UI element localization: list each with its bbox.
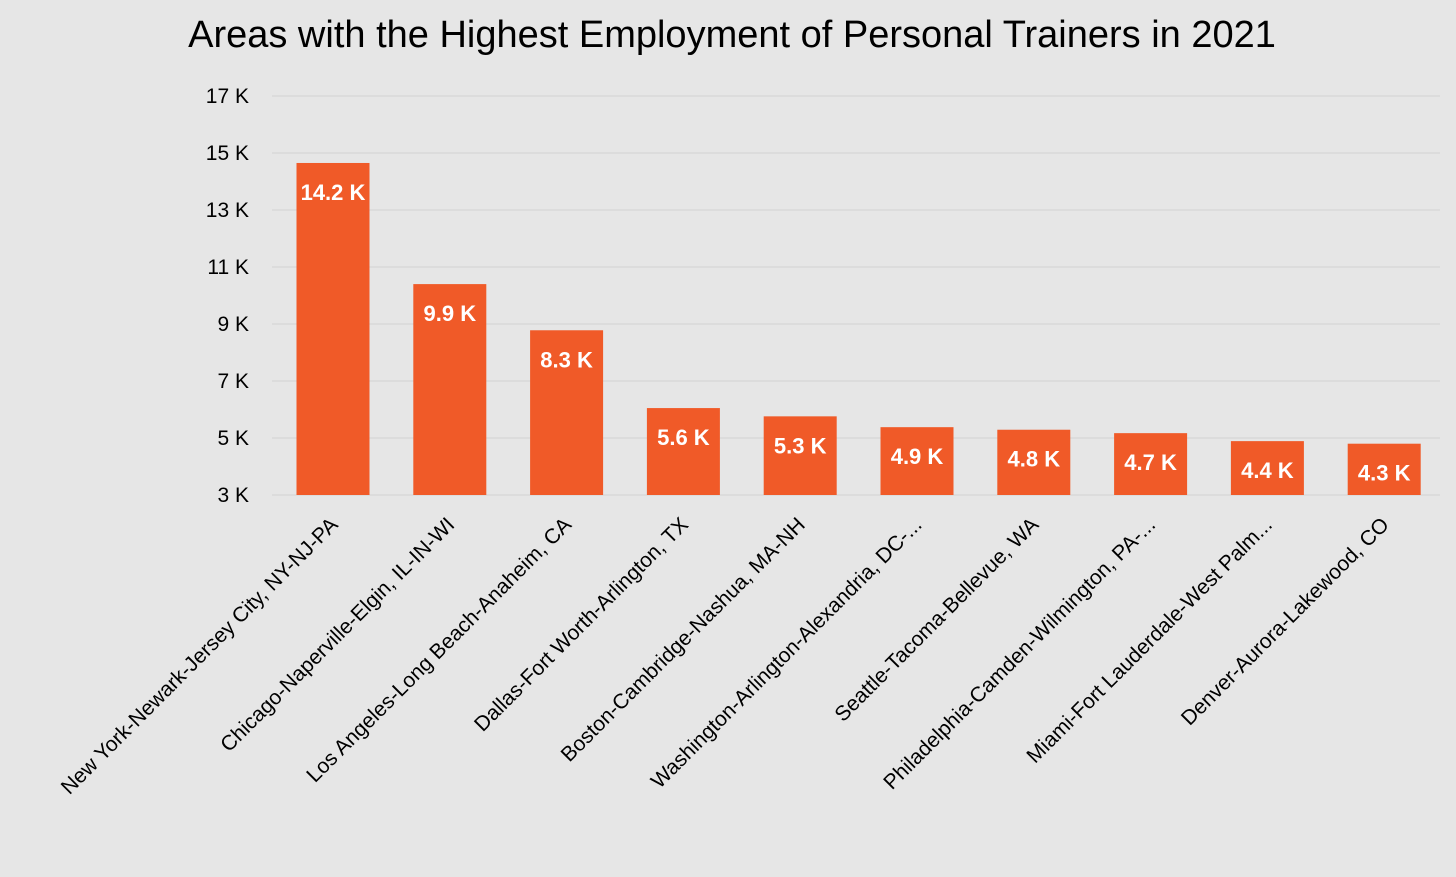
bar bbox=[997, 429, 1071, 495]
data-label: 4.4 K bbox=[1241, 458, 1294, 483]
y-tick-label: 11 K bbox=[207, 256, 249, 279]
bar bbox=[296, 162, 370, 495]
x-tick-label: Chicago-Naperville-Elgin, IL-IN-WI bbox=[216, 513, 459, 756]
y-axis-ticks: 3 K 5 K 7 K 9 K 11 K 13 K 15 K 17 K bbox=[206, 85, 249, 507]
bars bbox=[296, 162, 1421, 495]
y-tick-label: 15 K bbox=[206, 142, 249, 165]
x-tick-label: Dallas-Fort Worth-Arlington, TX bbox=[470, 513, 693, 736]
x-tick-label: Philadelphia-Camden-Wilmington, PA-... bbox=[879, 513, 1160, 794]
chart-title: Areas with the Highest Employment of Per… bbox=[188, 14, 1276, 56]
x-tick-label: Miami-Fort Lauderdale-West Palm... bbox=[1022, 513, 1276, 767]
data-label: 5.3 K bbox=[774, 433, 827, 458]
y-tick-label: 17 K bbox=[206, 85, 249, 108]
x-tick-label: Denver-Aurora-Lakewood, CO bbox=[1177, 513, 1394, 730]
data-label: 4.3 K bbox=[1358, 461, 1411, 486]
bar bbox=[1230, 441, 1304, 495]
bar bbox=[530, 330, 604, 495]
x-tick-label: Los Angeles-Long Beach-Anaheim, CA bbox=[302, 513, 576, 787]
x-axis-ticks: New York-Newark-Jersey City, NY-NJ-PAChi… bbox=[57, 513, 1394, 799]
data-label: 14.2 K bbox=[301, 180, 366, 205]
bar bbox=[763, 416, 837, 495]
bar bbox=[1347, 443, 1421, 495]
y-tick-label: 13 K bbox=[206, 199, 249, 222]
y-tick-label: 5 K bbox=[217, 427, 249, 450]
data-labels: 14.2 K 9.9 K 8.3 K 5.6 K 5.3 K 4.9 K 4.8 K 4.7 … bbox=[301, 180, 1411, 486]
data-label: 9.9 K bbox=[424, 301, 477, 326]
y-tick-label: 7 K bbox=[217, 370, 249, 393]
y-tick-label: 3 K bbox=[217, 484, 249, 507]
x-tick-label: Boston-Cambridge-Nashua, MA-NH bbox=[557, 513, 810, 766]
data-label: 5.6 K bbox=[657, 425, 710, 450]
x-tick-label: Washington-Arlington-Alexandria, DC-... bbox=[647, 513, 927, 793]
data-label: 8.3 K bbox=[540, 347, 593, 372]
bar bbox=[413, 284, 487, 495]
bar bbox=[1114, 433, 1188, 495]
data-label: 4.8 K bbox=[1008, 447, 1061, 472]
x-tick-label: Seattle-Tacoma-Bellevue, WA bbox=[830, 513, 1043, 726]
bar bbox=[646, 408, 720, 495]
data-label: 4.7 K bbox=[1124, 450, 1177, 475]
data-label: 4.9 K bbox=[891, 444, 944, 469]
y-tick-label: 9 K bbox=[217, 313, 249, 336]
bar bbox=[880, 427, 954, 495]
